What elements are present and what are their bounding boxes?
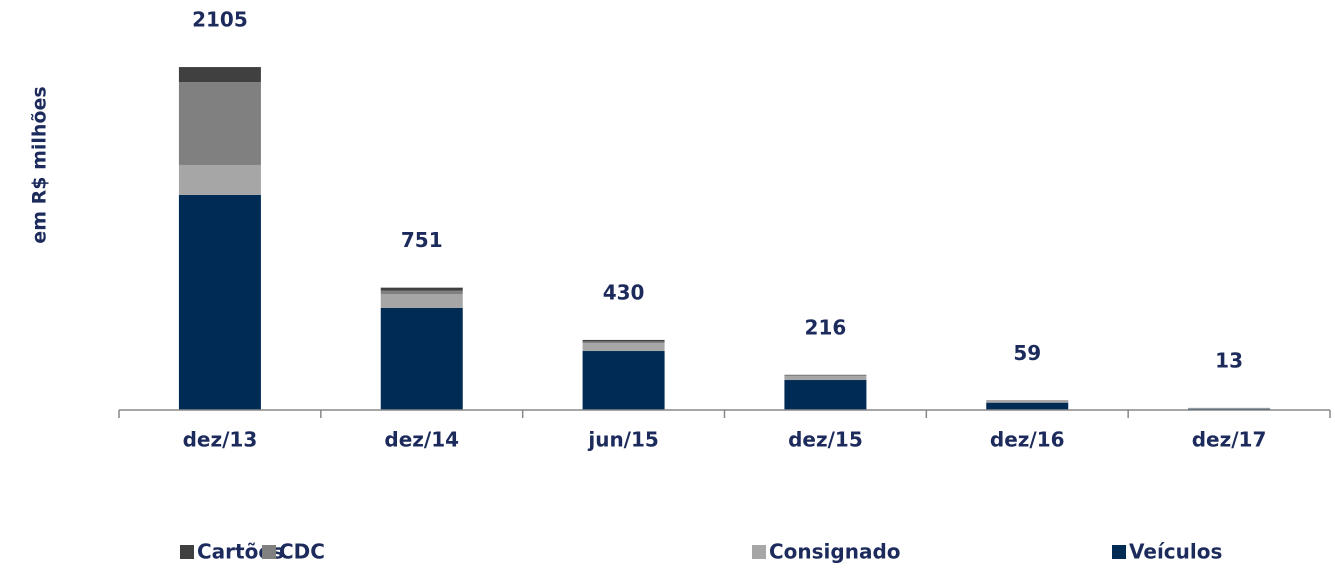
legend-swatch	[262, 545, 276, 559]
bar-segment	[380, 290, 463, 295]
total-label: 216	[805, 315, 847, 339]
legend-swatch	[752, 545, 766, 559]
bar-segment	[784, 375, 867, 381]
bar-segment	[784, 380, 867, 410]
x-tick-label: dez/13	[183, 428, 258, 452]
total-label: 13	[1215, 348, 1243, 372]
bar-segment	[380, 294, 463, 309]
bar-segment	[178, 82, 261, 165]
total-label: 751	[401, 228, 443, 252]
total-label: 2105	[192, 8, 248, 32]
legend-swatch	[1112, 545, 1126, 559]
x-tick-label: dez/17	[1192, 428, 1267, 452]
bar-segment	[380, 287, 463, 291]
x-tick-label: dez/15	[788, 428, 863, 452]
bar-segment	[178, 194, 261, 410]
legend-label: Veículos	[1129, 540, 1222, 564]
bar-segment	[784, 375, 867, 376]
bar-segment	[178, 164, 261, 195]
bar-segment	[380, 308, 463, 410]
legend-swatch	[180, 545, 194, 559]
x-tick-label: jun/15	[587, 428, 658, 452]
total-label: 430	[603, 280, 645, 304]
bar-segment	[178, 67, 261, 83]
bar-segment	[986, 401, 1069, 403]
y-axis-label: em R$ milhões	[29, 86, 51, 243]
bar-segment	[582, 343, 665, 352]
bar-segment	[1188, 408, 1271, 409]
bar-segment	[986, 402, 1069, 410]
total-label: 59	[1013, 341, 1041, 365]
x-tick-label: dez/14	[384, 428, 459, 452]
bar-segment	[582, 341, 665, 344]
legend-label: CDC	[279, 540, 325, 564]
legend-label: Consignado	[769, 540, 901, 564]
bar-segment	[582, 339, 665, 342]
x-tick-label: dez/16	[990, 428, 1065, 452]
bar-segment	[582, 351, 665, 410]
